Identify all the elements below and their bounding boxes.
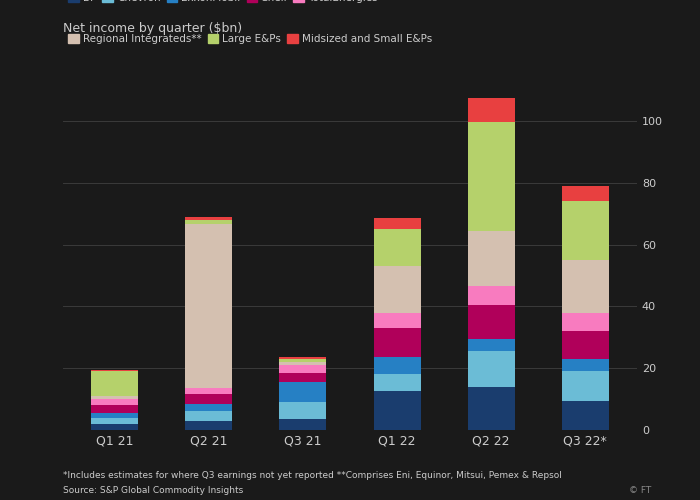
Bar — [186, 224, 232, 388]
Bar — [561, 186, 609, 202]
Bar — [91, 406, 139, 413]
Bar — [186, 404, 232, 411]
Bar — [186, 220, 232, 224]
Bar — [91, 424, 139, 430]
Bar — [374, 328, 421, 358]
Bar — [279, 419, 326, 430]
Bar — [91, 372, 139, 396]
Bar — [186, 216, 232, 220]
Bar — [468, 305, 514, 339]
Bar — [91, 396, 139, 399]
Bar — [91, 399, 139, 406]
Bar — [279, 365, 326, 373]
Bar — [279, 402, 326, 419]
Bar — [561, 202, 609, 260]
Bar — [468, 122, 514, 230]
Bar — [561, 359, 609, 372]
Bar — [374, 229, 421, 266]
Bar — [374, 358, 421, 374]
Bar — [374, 312, 421, 328]
Bar — [186, 412, 232, 420]
Text: © FT: © FT — [629, 486, 651, 495]
Bar — [561, 372, 609, 400]
Bar — [374, 218, 421, 229]
Bar — [561, 312, 609, 331]
Bar — [279, 373, 326, 382]
Bar — [468, 230, 514, 286]
Bar — [468, 386, 514, 430]
Bar — [468, 98, 514, 122]
Bar — [186, 388, 232, 394]
Bar — [279, 359, 326, 362]
Bar — [279, 382, 326, 402]
Bar — [374, 374, 421, 392]
Bar — [561, 400, 609, 430]
Bar — [91, 370, 139, 372]
Bar — [468, 286, 514, 305]
Bar — [186, 420, 232, 430]
Bar — [279, 358, 326, 359]
Legend: Regional Integrateds**, Large E&Ps, Midsized and Small E&Ps: Regional Integrateds**, Large E&Ps, Mids… — [68, 34, 432, 44]
Text: Source: S&P Global Commodity Insights: Source: S&P Global Commodity Insights — [63, 486, 244, 495]
Bar — [561, 331, 609, 359]
Bar — [91, 418, 139, 424]
Bar — [374, 266, 421, 312]
Text: *Includes estimates for where Q3 earnings not yet reported **Comprises Eni, Equi: *Includes estimates for where Q3 earning… — [63, 471, 562, 480]
Bar — [468, 339, 514, 351]
Bar — [468, 351, 514, 386]
Bar — [186, 394, 232, 404]
Bar — [279, 362, 326, 365]
Bar — [91, 413, 139, 418]
Text: Net income by quarter ($bn): Net income by quarter ($bn) — [63, 22, 242, 35]
Bar — [374, 392, 421, 430]
Bar — [561, 260, 609, 312]
